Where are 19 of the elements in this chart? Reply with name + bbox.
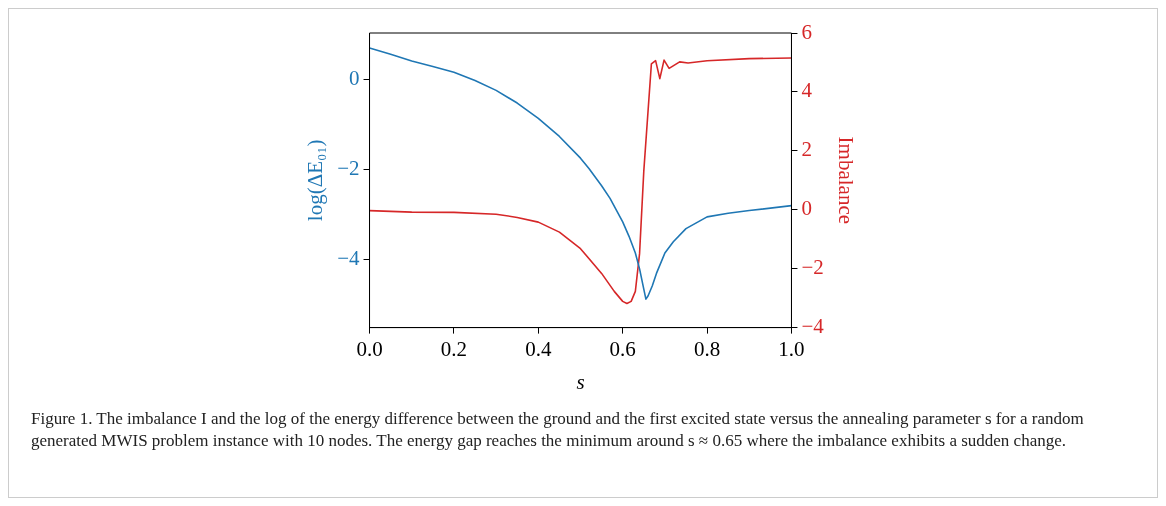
y2-tick-label: 0	[801, 196, 812, 221]
y-tick-label: −4	[337, 246, 361, 271]
y2-tick-label: 2	[801, 137, 812, 162]
y2-tick-label: −4	[801, 314, 825, 339]
y2-axis-title: Imbalance	[833, 136, 858, 225]
x-tick-label: 1.0	[778, 336, 805, 361]
caption: Figure 1. The imbalance I and the log of the energy difference between the ground and the first excited state versus the annealing parameter s for a random generated MWIS problem instance with 10 nodes. The energy gap reaches the minimum around s ≈ 0.65 where the imbalance exhibits a sudden change.	[31, 408, 1085, 452]
y-axis-title: log(ΔE₀₁)	[303, 139, 328, 222]
y-tick-label: −2	[337, 155, 360, 180]
x-tick-label: 0.0	[356, 336, 383, 361]
y-tick-label: 0	[349, 65, 360, 90]
y2-tick-label: 6	[801, 19, 812, 44]
y2-tick-label: −2	[801, 255, 824, 280]
x-tick-label: 0.6	[609, 336, 636, 361]
x-axis-title: s	[576, 369, 585, 394]
y2-tick-label: 4	[801, 78, 813, 103]
x-tick-label: 0.8	[693, 336, 721, 361]
x-tick-label: 0.2	[440, 336, 468, 361]
x-tick-label: 0.4	[525, 336, 552, 361]
